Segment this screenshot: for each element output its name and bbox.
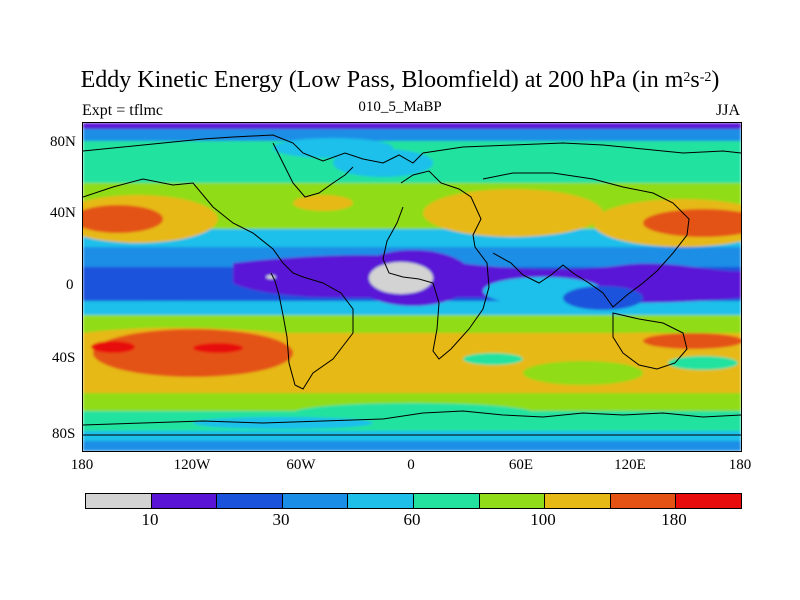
- south-teal-spot-1: [463, 353, 523, 365]
- title-sup2: -2: [699, 70, 712, 85]
- colorbar: [85, 493, 742, 509]
- colorbar-label-30: 30: [272, 510, 290, 529]
- south-red-max-1: [193, 343, 243, 353]
- colorbar-swatch-2: [217, 494, 283, 508]
- title-end: ): [711, 67, 720, 93]
- ytick-80n: 80N: [50, 134, 76, 150]
- colorbar-swatch-3: [282, 494, 349, 508]
- xtick-180e: 180: [728, 457, 752, 473]
- title-sup1: 2: [683, 70, 691, 85]
- band-arctic: [83, 129, 741, 141]
- map-field: [83, 123, 741, 451]
- africa-gray-min: [369, 262, 433, 294]
- title-mid: s: [690, 67, 700, 93]
- south-teal-spot-2: [668, 356, 738, 370]
- antarctica-outline: [83, 410, 741, 426]
- colorbar-label-10: 10: [141, 510, 159, 529]
- band-antarctic: [83, 431, 741, 441]
- title-main: Eddy Kinetic Energy (Low Pass, Bloomfiel…: [80, 67, 684, 93]
- americas-outline: [83, 178, 354, 390]
- coastlines: [83, 134, 741, 436]
- asia-yellow: [423, 189, 603, 237]
- ytick-80s: 80S: [52, 426, 76, 442]
- colorbar-label-100: 100: [530, 510, 556, 529]
- band-south-pole: [83, 441, 741, 451]
- north-subtrop-cyan: [243, 229, 323, 245]
- colorbar-swatch-5: [413, 494, 480, 508]
- band-south-sub: [83, 393, 741, 411]
- plot-title: Eddy Kinetic Energy (Low Pass, Bloomfiel…: [0, 66, 800, 94]
- south-east-orange: [643, 333, 741, 349]
- south-green-patch: [523, 361, 643, 385]
- south-red-max-2: [91, 341, 135, 353]
- colorbar-swatch-4: [348, 494, 414, 508]
- xtick-180w: 180: [70, 457, 94, 473]
- africa-europe-outline: [382, 170, 490, 360]
- band-north-pole: [83, 123, 741, 129]
- band-south-subtrop: [83, 315, 741, 333]
- colorbar-swatch-1: [151, 494, 218, 508]
- south-teal-band: [293, 403, 533, 423]
- america-gray-min: [266, 275, 276, 279]
- plot-subtitle: 010_5_MaBP: [358, 99, 442, 115]
- colorbar-swatch-7: [545, 494, 611, 508]
- colorbar-swatch-6: [479, 494, 546, 508]
- colorbar-swatch-0: [86, 494, 152, 508]
- south-orange-jet: [93, 329, 293, 377]
- greenland-outline: [272, 142, 354, 198]
- colorbar-label-60: 60: [403, 510, 421, 529]
- map-panel: [82, 122, 742, 452]
- east-orange-jet: [643, 209, 741, 237]
- colorbar-swatch-9: [676, 494, 741, 508]
- pacific-blue: [103, 278, 223, 298]
- mid-yellow-blob: [293, 195, 353, 211]
- colorbar-label-180: 180: [661, 510, 687, 529]
- ytick-40n: 40N: [50, 205, 76, 221]
- xtick-0: 0: [407, 457, 415, 473]
- xtick-60e: 60E: [508, 457, 534, 473]
- ytick-0: 0: [66, 277, 74, 293]
- season-label: JJA: [715, 102, 740, 119]
- maritime-blue: [563, 286, 643, 310]
- arctic-coast: [83, 134, 741, 164]
- xtick-120w: 120W: [173, 457, 211, 473]
- xtick-120e: 120E: [614, 457, 646, 473]
- ytick-40s: 40S: [52, 350, 76, 366]
- australia-outline: [612, 312, 688, 370]
- colorbar-swatch-8: [610, 494, 677, 508]
- west-orange-jet: [83, 205, 163, 233]
- experiment-label: Expt = tflmc: [82, 102, 164, 119]
- south-cyan-band: [193, 417, 373, 429]
- xtick-60w: 60W: [286, 457, 316, 473]
- asia-outline: [482, 172, 690, 308]
